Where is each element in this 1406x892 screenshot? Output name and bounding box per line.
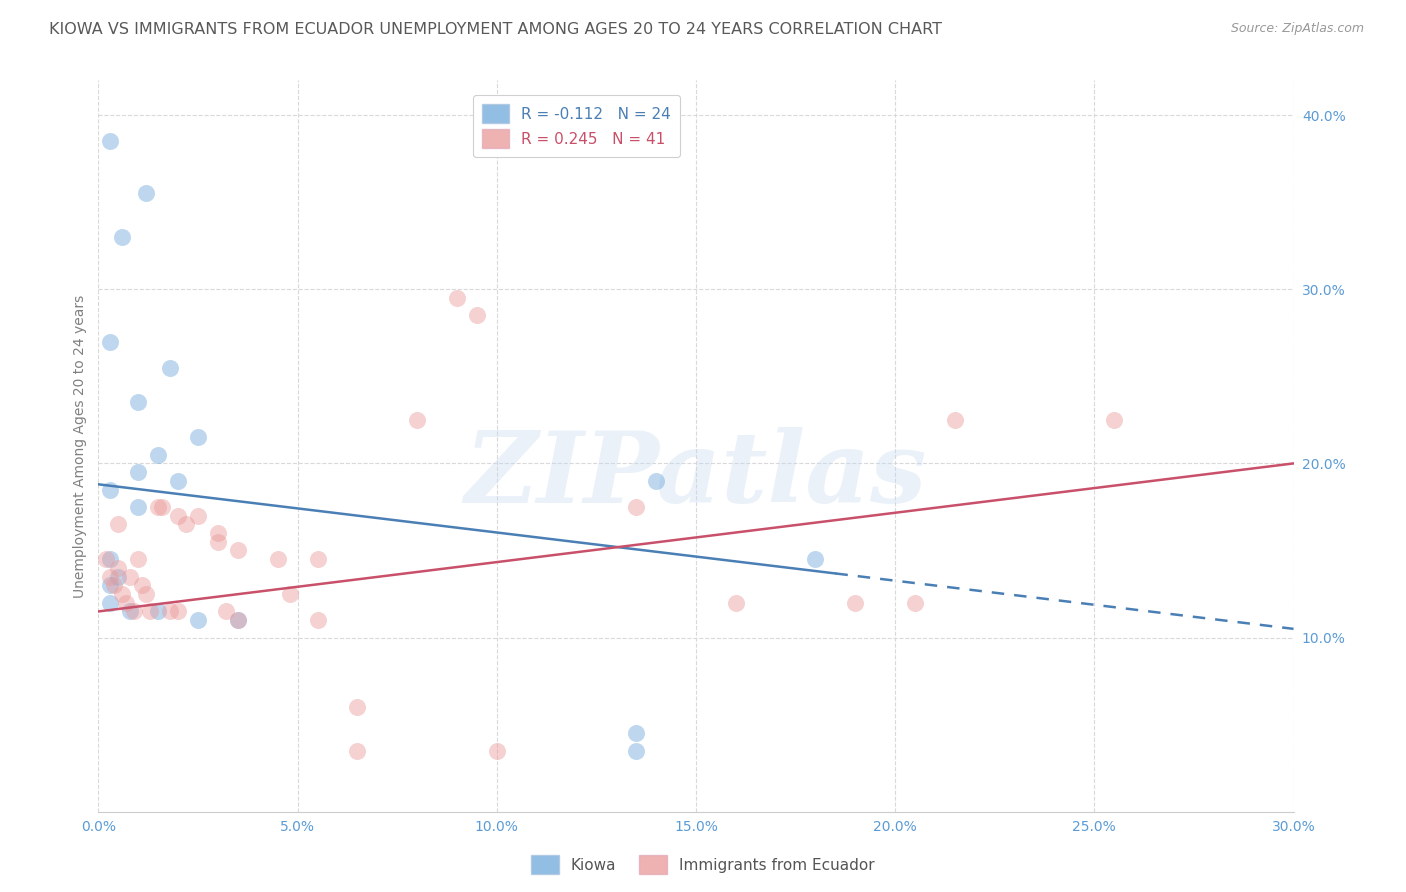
Point [485, 744, 508, 758]
Point [98, 578, 122, 592]
Text: KIOWA VS IMMIGRANTS FROM ECUADOR UNEMPLOYMENT AMONG AGES 20 TO 24 YEARS CORRELAT: KIOWA VS IMMIGRANTS FROM ECUADOR UNEMPLO… [49, 22, 942, 37]
Point [120, 604, 142, 618]
Point [346, 744, 368, 758]
Point [148, 500, 170, 514]
Point [626, 726, 648, 740]
Point [120, 569, 142, 583]
Point [226, 613, 249, 627]
Point [103, 578, 125, 592]
Point [98, 596, 122, 610]
Point [107, 517, 129, 532]
Point [226, 613, 249, 627]
Point [148, 604, 170, 618]
Point [150, 500, 173, 514]
Point [626, 500, 648, 514]
Point [187, 430, 209, 444]
Point [645, 474, 668, 488]
Point [131, 578, 153, 592]
Point [167, 508, 190, 523]
Point [127, 552, 149, 566]
Point [904, 596, 927, 610]
Point [111, 587, 134, 601]
Legend: R = -0.112   N = 24, R = 0.245   N = 41: R = -0.112 N = 24, R = 0.245 N = 41 [472, 95, 681, 157]
Text: ZIPatlas: ZIPatlas [465, 427, 927, 524]
Point [135, 186, 157, 201]
Point [267, 552, 290, 566]
Point [148, 448, 170, 462]
Point [207, 534, 229, 549]
Point [1104, 413, 1126, 427]
Point [307, 613, 329, 627]
Point [465, 309, 488, 323]
Point [127, 465, 149, 479]
Point [346, 700, 368, 714]
Point [626, 744, 648, 758]
Point [98, 552, 122, 566]
Point [943, 413, 966, 427]
Y-axis label: Unemployment Among Ages 20 to 24 years: Unemployment Among Ages 20 to 24 years [73, 294, 87, 598]
Point [167, 604, 190, 618]
Point [115, 596, 138, 610]
Point [406, 413, 429, 427]
Legend: Kiowa, Immigrants from Ecuador: Kiowa, Immigrants from Ecuador [526, 849, 880, 880]
Point [139, 604, 162, 618]
Point [135, 587, 157, 601]
Point [98, 134, 122, 148]
Point [159, 360, 181, 375]
Point [98, 569, 122, 583]
Point [96, 552, 118, 566]
Point [107, 569, 129, 583]
Point [215, 604, 238, 618]
Point [98, 483, 122, 497]
Point [107, 561, 129, 575]
Point [187, 613, 209, 627]
Point [124, 604, 146, 618]
Text: Source: ZipAtlas.com: Source: ZipAtlas.com [1230, 22, 1364, 36]
Point [174, 517, 197, 532]
Point [724, 596, 747, 610]
Point [446, 291, 468, 305]
Point [804, 552, 827, 566]
Point [207, 526, 229, 541]
Point [98, 334, 122, 349]
Point [111, 230, 134, 244]
Point [127, 395, 149, 409]
Point [278, 587, 301, 601]
Point [307, 552, 329, 566]
Point [167, 474, 190, 488]
Point [187, 508, 209, 523]
Point [844, 596, 866, 610]
Point [159, 604, 181, 618]
Point [226, 543, 249, 558]
Point [127, 500, 149, 514]
